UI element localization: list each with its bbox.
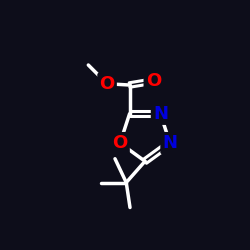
Text: O: O xyxy=(146,72,161,90)
Text: N: N xyxy=(162,134,178,152)
Text: N: N xyxy=(153,105,168,123)
Text: O: O xyxy=(112,134,128,152)
Text: O: O xyxy=(100,75,115,93)
